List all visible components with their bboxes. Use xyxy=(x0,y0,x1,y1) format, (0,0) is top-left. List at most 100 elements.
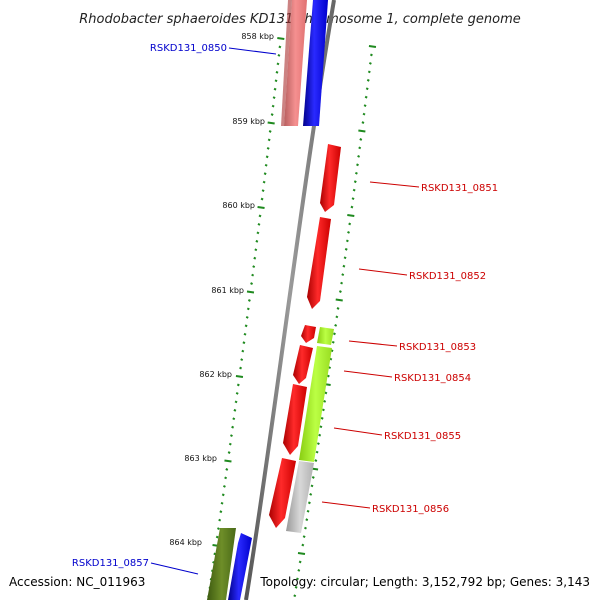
ruler-minor-tick xyxy=(318,433,322,437)
ruler-minor-tick xyxy=(367,70,371,74)
tick-label-864: 864 kbp xyxy=(169,538,202,547)
ruler-minor-tick xyxy=(336,307,340,310)
ruler-minor-tick xyxy=(273,87,277,91)
ruler-minor-tick xyxy=(361,121,365,124)
ruler-minor-tick xyxy=(216,527,220,530)
ruler-minor-tick xyxy=(232,417,236,421)
tick-label-863: 863 kbp xyxy=(184,454,217,463)
gene-feature-0853[interactable] xyxy=(301,325,316,343)
ruler-minor-tick xyxy=(334,323,338,327)
ruler-minor-tick xyxy=(224,476,228,480)
ruler-minor-tick xyxy=(338,290,342,293)
ruler-major-tick xyxy=(267,121,275,125)
gene-labels: RSKD131_0850 RSKD131_0851 RSKD131_0852 R… xyxy=(72,43,498,569)
gene-label-0857[interactable]: RSKD131_0857 xyxy=(72,558,149,569)
ruler-minor-tick xyxy=(316,442,320,446)
ruler-minor-tick xyxy=(258,214,262,218)
ruler-minor-tick xyxy=(221,493,225,497)
ruler-minor-tick xyxy=(243,332,247,336)
ruler-major-tick xyxy=(257,206,265,209)
ruler-minor-tick xyxy=(319,425,323,429)
ruler-minor-tick xyxy=(241,349,245,353)
ruler-major-tick xyxy=(335,298,343,302)
ruler-minor-tick xyxy=(343,256,347,260)
ruler-minor-tick xyxy=(326,374,330,378)
gene-feature-0855[interactable] xyxy=(283,384,307,455)
gene-feature-0854[interactable] xyxy=(293,345,313,384)
ruler-minor-tick xyxy=(347,231,350,234)
ruler-minor-tick xyxy=(351,197,355,200)
ruler-minor-tick xyxy=(255,239,259,243)
ruler-minor-tick xyxy=(218,518,222,522)
ruler-minor-tick xyxy=(344,247,348,251)
ruler-minor-tick xyxy=(263,172,267,176)
tick-label-862: 862 kbp xyxy=(199,370,232,379)
accession-text: Accession: NC_011963 xyxy=(9,575,145,589)
gene-feature-lime-large[interactable] xyxy=(299,346,332,462)
tick-label-860: 860 kbp xyxy=(222,201,255,210)
ruler-major-tick xyxy=(347,214,355,217)
ruler-minor-tick xyxy=(359,138,363,141)
gene-label-0854[interactable]: RSKD131_0854 xyxy=(394,373,471,384)
ruler-minor-tick xyxy=(245,315,249,319)
ruler-minor-tick xyxy=(350,205,354,209)
ruler-minor-tick xyxy=(254,248,258,252)
ruler-minor-tick xyxy=(242,341,246,345)
gene-label-0856[interactable]: RSKD131_0856 xyxy=(372,504,449,515)
gene-feature-gray[interactable] xyxy=(286,461,314,533)
ruler-minor-tick xyxy=(225,468,229,471)
ruler-minor-tick xyxy=(265,155,269,159)
ruler-minor-tick xyxy=(267,138,271,142)
ruler-minor-tick xyxy=(307,501,311,505)
gene-label-0852[interactable]: RSKD131_0852 xyxy=(409,271,486,282)
gene-feature-pink[interactable] xyxy=(284,0,307,126)
tick-label-858: 858 kbp xyxy=(241,32,274,41)
ruler-minor-tick xyxy=(227,451,231,454)
ruler-minor-tick xyxy=(251,273,255,277)
gene-feature-0852[interactable] xyxy=(307,217,331,309)
ruler-minor-tick xyxy=(341,273,345,277)
ruler-minor-tick xyxy=(240,358,244,361)
ruler-minor-tick xyxy=(278,45,282,49)
ruler-minor-tick xyxy=(228,442,232,446)
ruler-minor-tick xyxy=(368,62,372,65)
ruler-minor-tick xyxy=(247,299,251,302)
outer-dotted-ruler xyxy=(293,45,377,598)
ruler-minor-tick xyxy=(309,492,313,496)
ruler-minor-tick xyxy=(335,315,339,319)
ruler-minor-tick xyxy=(264,163,268,167)
ruler-minor-tick xyxy=(352,188,356,192)
gene-label-0855[interactable]: RSKD131_0855 xyxy=(384,431,461,442)
gene-label-0851[interactable]: RSKD131_0851 xyxy=(421,183,498,194)
ruler-minor-tick xyxy=(333,332,336,336)
ruler-minor-tick xyxy=(220,501,224,505)
ruler-minor-tick xyxy=(369,53,373,57)
ruler-minor-tick xyxy=(302,535,306,538)
ruler-minor-tick xyxy=(219,510,223,514)
gene-label-0853[interactable]: RSKD131_0853 xyxy=(399,342,476,353)
ruler-minor-tick xyxy=(348,222,352,226)
genome-summary-text: Topology: circular; Length: 3,152,792 bp… xyxy=(259,575,590,589)
ruler-minor-tick xyxy=(314,459,318,462)
gene-feature-0851[interactable] xyxy=(320,144,341,212)
tick-label-861: 861 kbp xyxy=(211,286,244,295)
ruler-major-tick xyxy=(368,45,377,48)
gene-feature-olive[interactable] xyxy=(207,528,236,600)
ruler-minor-tick xyxy=(257,223,261,226)
ruler-minor-tick xyxy=(366,78,370,82)
ruler-major-tick xyxy=(224,459,232,463)
gene-feature-lime-small[interactable] xyxy=(317,327,334,345)
gene-feature-blue-0857[interactable] xyxy=(228,533,252,600)
ruler-minor-tick xyxy=(331,340,335,344)
ruler-minor-tick xyxy=(261,189,265,192)
gene-label-0850[interactable]: RSKD131_0850 xyxy=(150,43,227,54)
ruler-minor-tick xyxy=(215,535,219,539)
gene-feature-0856[interactable] xyxy=(269,458,296,528)
gene-feature-blue-0850[interactable] xyxy=(303,0,328,126)
ruler-minor-tick xyxy=(256,231,260,235)
ruler-minor-tick xyxy=(356,163,359,167)
ruler-minor-tick xyxy=(305,518,309,522)
ruler-minor-tick xyxy=(353,180,357,184)
